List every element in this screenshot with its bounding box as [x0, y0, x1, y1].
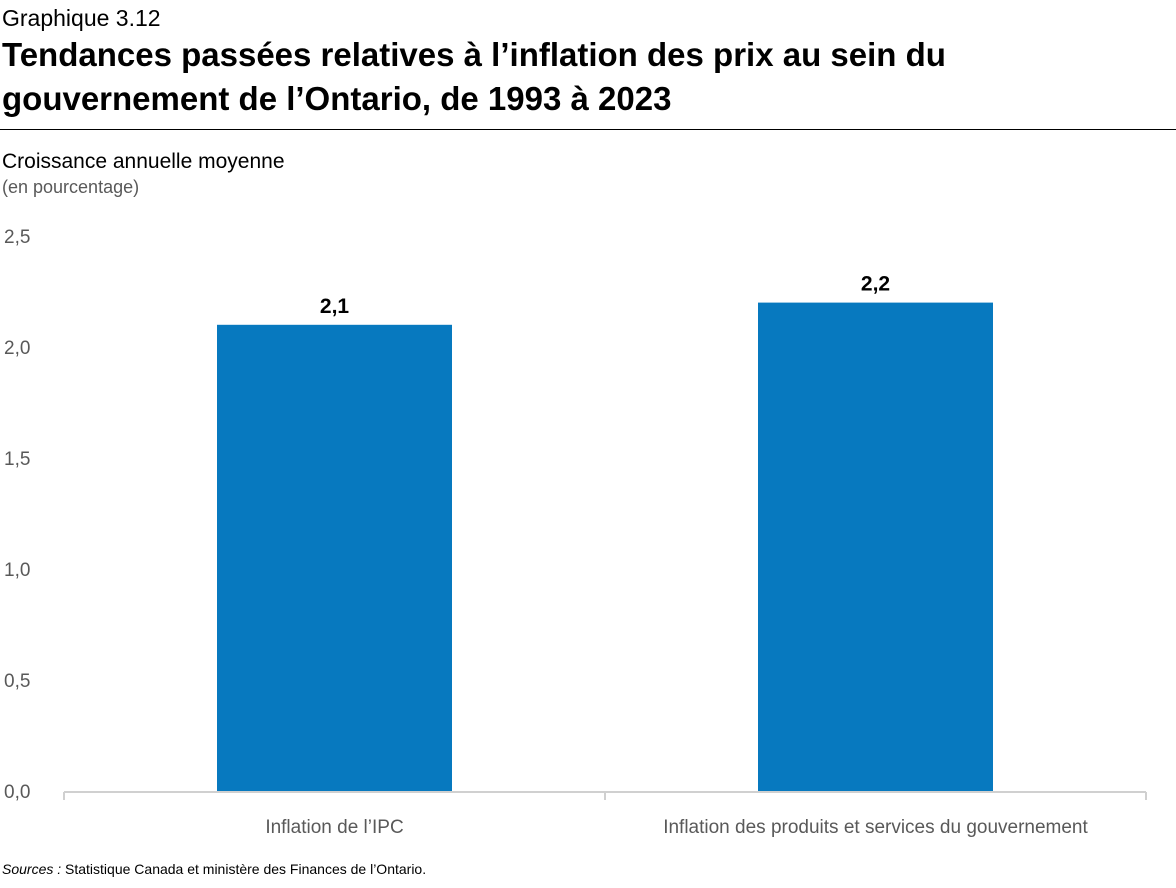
bar-value-label: 2,2: [861, 273, 890, 296]
x-axis-labels: Inflation de l’IPC Inflation des produits…: [265, 817, 1088, 838]
bar-value-label: 2,1: [320, 295, 350, 318]
y-tick-label: 1,0: [4, 560, 30, 581]
y-tick-label: 0,5: [4, 671, 30, 692]
chart-kicker: Graphique 3.12: [2, 5, 161, 31]
bars: [217, 302, 993, 791]
bar-value-labels: 2,1 2,2: [320, 273, 890, 318]
source-note: Sources : Statistique Canada et ministèr…: [2, 859, 426, 879]
title-divider: [0, 129, 1176, 130]
bar-1: [217, 324, 452, 791]
y-tick-label: 2,0: [4, 338, 30, 359]
x-axis: [63, 791, 1147, 800]
chart-title: Tendances passées relatives à l’inflatio…: [2, 36, 946, 117]
source-text: Statistique Canada et ministère des Fina…: [61, 861, 427, 877]
y-axis-title: Croissance annuelle moyenne: [2, 150, 285, 173]
y-tick-label: 1,5: [4, 449, 30, 470]
x-tick-label: Inflation des produits et services du go…: [663, 817, 1088, 838]
x-tick-label: Inflation de l’IPC: [265, 817, 403, 838]
y-axis-unit: (en pourcentage): [2, 177, 140, 197]
bar-2: [758, 302, 993, 791]
y-tick-label: 0,0: [4, 782, 30, 803]
source-label: Sources :: [2, 861, 62, 877]
y-tick-label: 2,5: [4, 227, 30, 248]
y-axis-ticks: 0,0 0,5 1,0 1,5 2,0 2,5: [4, 227, 30, 803]
